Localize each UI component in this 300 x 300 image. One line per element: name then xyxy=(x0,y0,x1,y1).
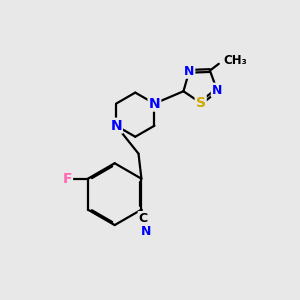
Text: F: F xyxy=(62,172,72,186)
Text: S: S xyxy=(196,96,206,110)
Text: N: N xyxy=(212,84,222,97)
Text: N: N xyxy=(110,119,122,133)
Text: C: C xyxy=(139,212,148,225)
Text: N: N xyxy=(141,225,151,238)
Text: CH₃: CH₃ xyxy=(223,54,247,67)
Text: N: N xyxy=(148,97,160,111)
Text: N: N xyxy=(184,65,194,78)
